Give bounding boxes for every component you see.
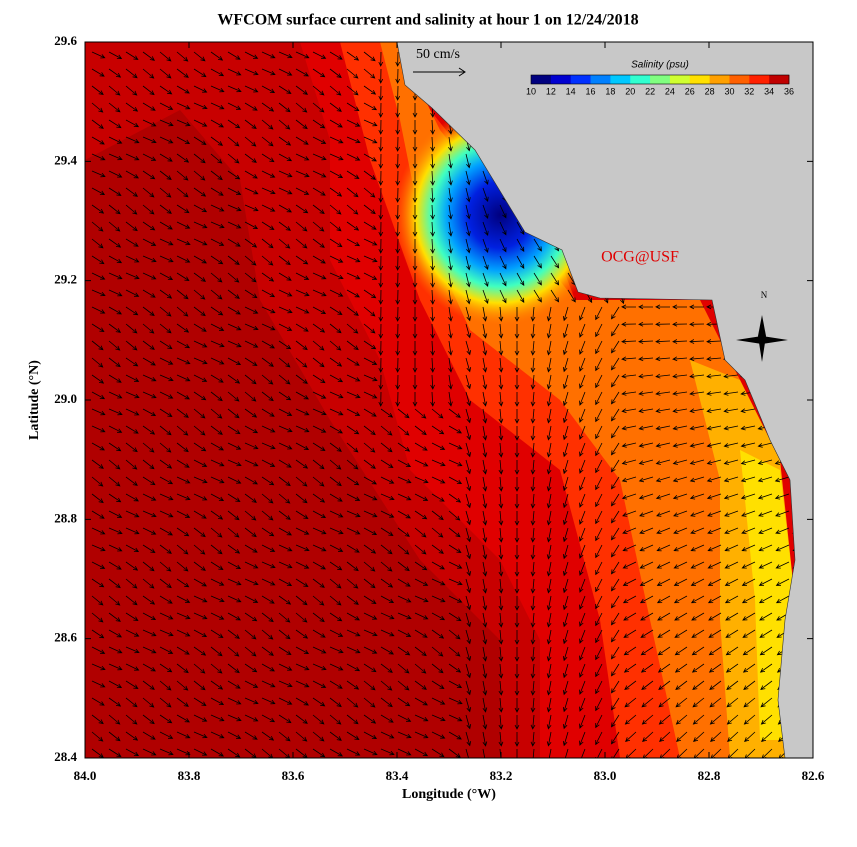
colorbar-segment: [729, 75, 750, 84]
colorbar-tick-label: 20: [625, 86, 635, 96]
y-tick-label: 28.8: [54, 510, 77, 525]
x-tick-label: 83.0: [594, 768, 617, 783]
colorbar-segment: [531, 75, 552, 84]
colorbar-segment: [709, 75, 730, 84]
colorbar-label: Salinity (psu): [631, 60, 689, 71]
x-tick-label: 82.8: [698, 768, 721, 783]
colorbar-tick-label: 28: [705, 86, 715, 96]
y-tick-label: 28.4: [54, 749, 77, 764]
x-tick-label: 83.2: [490, 768, 513, 783]
x-tick-label: 84.0: [74, 768, 97, 783]
colorbar-tick-label: 12: [546, 86, 556, 96]
colorbar-tick-label: 36: [784, 86, 794, 96]
colorbar-segment: [570, 75, 591, 84]
scale-arrow: [413, 67, 466, 77]
x-tick-label: 83.8: [178, 768, 201, 783]
colorbar-segment: [650, 75, 671, 84]
colorbar-tick-label: 32: [744, 86, 754, 96]
colorbar-tick-label: 30: [724, 86, 734, 96]
colorbar-segment: [630, 75, 651, 84]
x-tick-label: 83.4: [386, 768, 409, 783]
colorbar-tick-label: 10: [526, 86, 536, 96]
x-tick-label: 83.6: [282, 768, 305, 783]
x-tick-label: 82.6: [802, 768, 825, 783]
y-axis-label: Latitude (°N): [27, 360, 42, 440]
colorbar-tick-label: 18: [605, 86, 615, 96]
colorbar-segment: [590, 75, 611, 84]
y-tick-label: 28.6: [54, 630, 77, 645]
colorbar-frame: [530, 74, 790, 85]
salinity-field: [85, 42, 813, 758]
map-title: WFCOM surface current and salinity at ho…: [217, 12, 638, 29]
colorbar-tick-label: 26: [685, 86, 695, 96]
colorbar-tick-label: 22: [645, 86, 655, 96]
colorbar-tick-label: 14: [566, 86, 576, 96]
colorbar-segment: [669, 75, 691, 84]
x-axis-label: Longitude (°W): [402, 787, 496, 802]
colorbar-segment: [689, 75, 710, 84]
compass-label: N: [761, 290, 768, 300]
colorbar: 10 12 14 16 18 20 22 24 26 28 30 32 34 36: [526, 74, 794, 96]
colorbar-segment: [749, 75, 770, 84]
y-tick-label: 29.0: [54, 391, 77, 406]
watermark: OCG@USF: [601, 249, 679, 266]
y-tick-label: 29.6: [54, 33, 77, 48]
land: [396, 42, 813, 758]
colorbar-tick-label: 24: [665, 86, 675, 96]
colorbar-tick-label: 34: [764, 86, 774, 96]
compass: N: [736, 290, 788, 362]
y-tick-label: 29.4: [54, 152, 77, 167]
colorbar-segment: [550, 75, 571, 84]
colorbar-tick-label: 16: [586, 86, 596, 96]
y-tick-label: 29.2: [54, 272, 77, 287]
scale-label: 50 cm/s: [416, 47, 460, 62]
colorbar-segment: [769, 75, 790, 84]
colorbar-segment: [610, 75, 631, 84]
